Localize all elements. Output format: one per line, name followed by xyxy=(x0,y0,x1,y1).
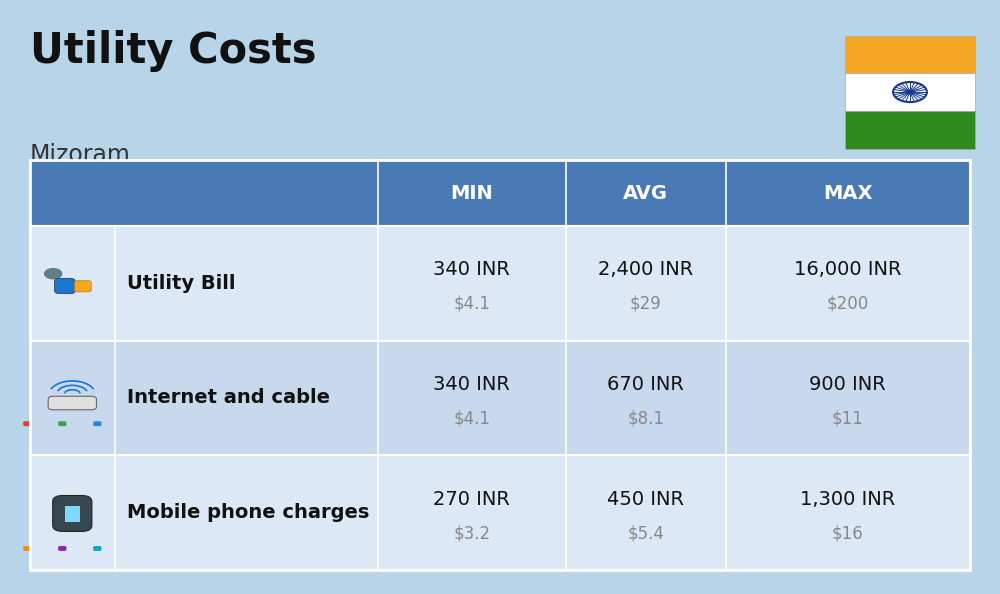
FancyBboxPatch shape xyxy=(23,546,31,551)
FancyBboxPatch shape xyxy=(30,160,970,226)
FancyBboxPatch shape xyxy=(30,226,970,340)
FancyBboxPatch shape xyxy=(75,281,91,292)
Text: Internet and cable: Internet and cable xyxy=(127,388,330,407)
FancyBboxPatch shape xyxy=(845,36,975,73)
FancyBboxPatch shape xyxy=(30,340,970,456)
FancyBboxPatch shape xyxy=(55,278,75,293)
Text: 2,400 INR: 2,400 INR xyxy=(598,260,693,279)
Text: $5.4: $5.4 xyxy=(627,525,664,542)
Text: AVG: AVG xyxy=(623,184,668,203)
Text: $29: $29 xyxy=(630,295,662,313)
Text: $16: $16 xyxy=(832,525,864,542)
FancyBboxPatch shape xyxy=(58,546,66,551)
FancyBboxPatch shape xyxy=(845,73,975,111)
Text: Mobile phone charges: Mobile phone charges xyxy=(127,503,369,522)
Text: 900 INR: 900 INR xyxy=(809,375,886,394)
Text: $4.1: $4.1 xyxy=(453,410,490,428)
Text: 16,000 INR: 16,000 INR xyxy=(794,260,902,279)
Text: 340 INR: 340 INR xyxy=(433,260,510,279)
Text: $4.1: $4.1 xyxy=(453,295,490,313)
FancyBboxPatch shape xyxy=(53,495,92,532)
Circle shape xyxy=(907,90,913,94)
Text: 1,300 INR: 1,300 INR xyxy=(800,489,895,508)
FancyBboxPatch shape xyxy=(845,111,975,148)
Text: MIN: MIN xyxy=(450,184,493,203)
Text: Mizoram: Mizoram xyxy=(30,143,131,166)
FancyBboxPatch shape xyxy=(93,546,101,551)
FancyBboxPatch shape xyxy=(48,396,96,410)
FancyBboxPatch shape xyxy=(23,421,31,426)
Text: MAX: MAX xyxy=(823,184,873,203)
Text: $8.1: $8.1 xyxy=(627,410,664,428)
Text: Utility Costs: Utility Costs xyxy=(30,30,316,72)
FancyBboxPatch shape xyxy=(30,456,970,570)
Text: $3.2: $3.2 xyxy=(453,525,490,542)
Text: 340 INR: 340 INR xyxy=(433,375,510,394)
Text: Utility Bill: Utility Bill xyxy=(127,274,235,293)
FancyBboxPatch shape xyxy=(65,506,80,522)
FancyBboxPatch shape xyxy=(58,421,66,426)
Text: $200: $200 xyxy=(827,295,869,313)
Circle shape xyxy=(45,268,62,279)
Text: $11: $11 xyxy=(832,410,864,428)
Text: 270 INR: 270 INR xyxy=(433,489,510,508)
FancyBboxPatch shape xyxy=(93,421,101,426)
Text: 670 INR: 670 INR xyxy=(607,375,684,394)
Text: 450 INR: 450 INR xyxy=(607,489,684,508)
